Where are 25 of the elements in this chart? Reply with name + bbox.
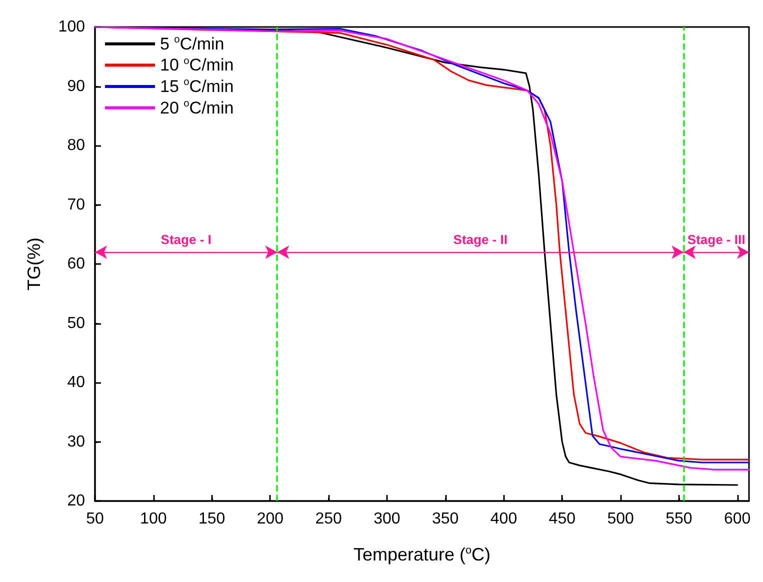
x-tick-label: 500 xyxy=(607,510,634,528)
y-tick-label: 60 xyxy=(67,256,86,272)
x-tick-label: 300 xyxy=(374,510,400,528)
y-tick-label: 40 xyxy=(67,374,86,391)
x-tick-label: 400 xyxy=(490,510,518,528)
y-tick-label: 70 xyxy=(67,196,86,214)
y-tick-label: 80 xyxy=(67,137,86,154)
annotation: Stage - II xyxy=(453,232,508,248)
y-tick-label: 20 xyxy=(67,492,86,510)
x-tick-label: 200 xyxy=(256,510,284,528)
x-tick-label: 50 xyxy=(86,510,104,528)
y-tick-label: 50 xyxy=(67,314,86,332)
y-axis-title: TG(%) xyxy=(24,238,44,290)
x-tick-label: 450 xyxy=(548,510,576,528)
x-tick-label: 550 xyxy=(666,510,692,528)
x-tick-label: 600 xyxy=(724,510,751,528)
x-tick-label: 350 xyxy=(432,510,459,528)
x-tick-label: 150 xyxy=(198,510,226,528)
x-tick-label: 250 xyxy=(315,510,342,528)
y-tick-label: 100 xyxy=(58,18,86,36)
x-tick-label: 100 xyxy=(140,510,167,528)
y-tick-label: 90 xyxy=(67,78,86,95)
y-tick-label: 30 xyxy=(67,433,86,450)
annotation: Stage - I xyxy=(160,232,212,248)
annotation: Stage - III xyxy=(687,232,746,248)
